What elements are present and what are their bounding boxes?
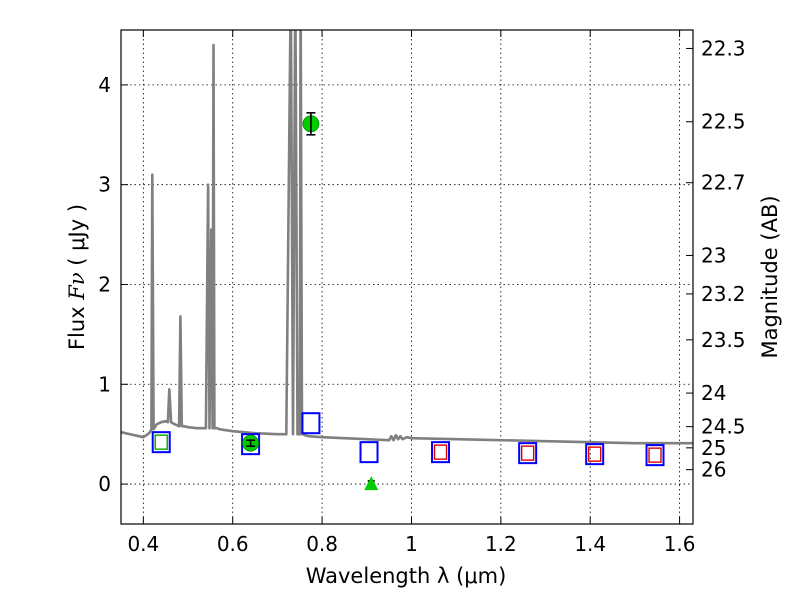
y-tick-label: 0 xyxy=(98,472,111,496)
model-photometry-blue-square xyxy=(151,431,171,454)
x-tick-label: 0.8 xyxy=(306,532,338,556)
x-tick-label: 1.2 xyxy=(485,532,517,556)
model-photometry-red-square xyxy=(648,447,662,463)
x-tick-label: 1.4 xyxy=(574,532,606,556)
y2-tick-label: 25 xyxy=(701,436,726,460)
x-tick-label: 1 xyxy=(405,532,418,556)
model-spectrum-line xyxy=(121,30,693,445)
x-tick-label: 0.6 xyxy=(217,532,249,556)
axes: 0.4 0.6 0.8 1 1.2 1.4 1.60123422.322.522.72323… xyxy=(98,30,746,556)
model-photometry-blue-square xyxy=(518,442,538,465)
y-axis-title-unit: ( μJy ) xyxy=(65,204,89,272)
x-tick-label: 1.6 xyxy=(664,532,696,556)
y2-tick-label: 23.5 xyxy=(701,328,746,352)
y2-axis-title: Magnitude (AB) xyxy=(758,195,782,358)
y-tick-label: 2 xyxy=(98,272,111,296)
grid xyxy=(121,30,693,524)
model-photometry-green-square xyxy=(154,434,168,450)
y2-tick-label: 22.3 xyxy=(701,36,746,60)
model-photometry-blue-square xyxy=(241,433,261,456)
y2-tick-label: 23 xyxy=(701,243,726,267)
y-axis-title-variable: Fν xyxy=(65,272,89,301)
y-axis-title: Flux Fν ( μJy ) xyxy=(65,204,89,350)
y-tick-label: 4 xyxy=(98,73,111,97)
y2-tick-label: 22.7 xyxy=(701,171,746,195)
model-photometry-blue-square xyxy=(359,441,379,464)
model-photometry-red-square xyxy=(433,444,448,460)
model-photometry-blue-square xyxy=(301,412,321,435)
y-axis-title-prefix: Flux xyxy=(65,300,89,350)
data-marks xyxy=(121,30,693,491)
model-photometry-red-square xyxy=(587,446,602,462)
y-tick-label: 1 xyxy=(98,372,111,396)
model-photometry-blue-square xyxy=(585,443,605,466)
x-axis-title: Wavelength λ (μm) xyxy=(306,564,507,588)
upper-limit-triangle xyxy=(364,476,379,491)
y2-tick-label: 26 xyxy=(701,458,726,482)
y-tick-label: 3 xyxy=(98,173,111,197)
y2-tick-label: 22.5 xyxy=(701,110,746,134)
y2-tick-label: 24.5 xyxy=(701,415,746,439)
y2-tick-label: 24 xyxy=(701,381,726,405)
x-tick-label: 0.4 xyxy=(127,532,159,556)
model-photometry-red-square xyxy=(520,445,535,461)
model-photometry-blue-square xyxy=(645,444,665,467)
plot-frame xyxy=(120,29,694,525)
model-photometry-blue-square xyxy=(431,441,451,464)
y2-tick-label: 23.2 xyxy=(701,282,746,306)
